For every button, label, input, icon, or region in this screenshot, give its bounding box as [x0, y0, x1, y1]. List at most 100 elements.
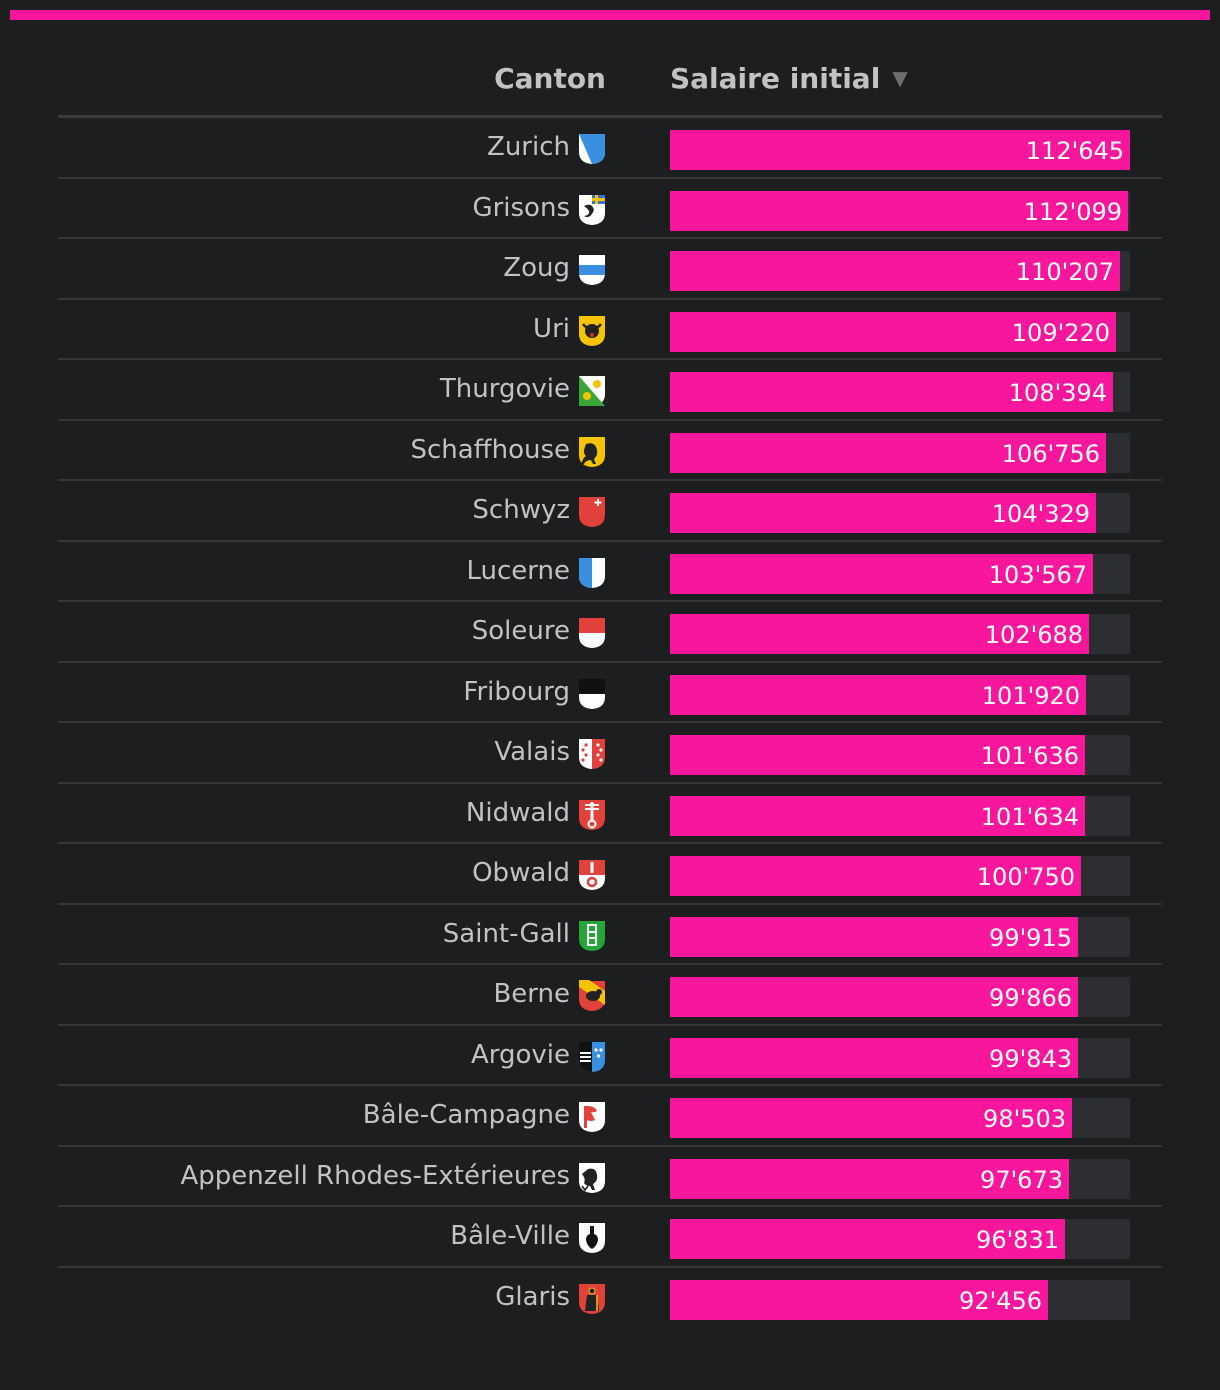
- bar-track: 99'915: [670, 916, 1130, 957]
- canton-name: Obwald: [472, 858, 570, 888]
- salary-value-label: 101'920: [981, 681, 1080, 710]
- table-row: Obwald 100'750: [58, 844, 1162, 905]
- canton-name: Appenzell Rhodes-Extérieures: [180, 1160, 570, 1191]
- table-row: Schaffhouse 106'756: [58, 421, 1162, 481]
- table-row: Nidwald 101'634: [58, 784, 1162, 844]
- uri-crest-icon: [579, 315, 605, 346]
- zoug-crest-icon: [579, 255, 605, 285]
- canton-name: Lucerne: [466, 555, 570, 586]
- canton-column-header[interactable]: Canton: [494, 62, 606, 95]
- salary-value-label: 101'636: [980, 742, 1079, 770]
- bar-track: 101'636: [670, 735, 1130, 775]
- salary-value-label: 112'099: [1023, 197, 1122, 226]
- salary-value-label: 100'750: [976, 863, 1075, 891]
- salary-bar: [670, 735, 1085, 775]
- salary-bar: [670, 311, 1116, 352]
- salary-column-header[interactable]: Salaire initial ▼: [670, 62, 908, 95]
- table-row: Bâle-Campagne 98'503: [58, 1086, 1162, 1147]
- salary-value-label: 106'756: [1001, 439, 1100, 468]
- table-row: Grisons 112'099: [58, 179, 1162, 239]
- salary-bar: [670, 130, 1130, 170]
- canton-name: Valais: [494, 737, 570, 767]
- salary-value-label: 108'394: [1008, 379, 1107, 407]
- bar-track: 106'756: [670, 432, 1130, 473]
- grisons-crest-icon: [579, 194, 605, 225]
- thurgovie-crest-icon: [579, 376, 605, 406]
- salary-bar: [670, 1098, 1072, 1138]
- argovie-crest-icon: [579, 1041, 605, 1072]
- salary-column-header-label: Salaire initial: [670, 62, 881, 95]
- salary-value-label: 110'207: [1015, 258, 1114, 286]
- salary-bar: [670, 674, 1086, 715]
- soleure-crest-icon: [579, 618, 605, 648]
- salary-value-label: 99'843: [989, 1044, 1072, 1073]
- canton-name: Bâle-Ville: [450, 1221, 570, 1251]
- canton-name: Nidwald: [465, 797, 570, 828]
- bar-track: 100'750: [670, 856, 1130, 896]
- table-row: Uri 109'220: [58, 300, 1162, 360]
- saint-gall-crest-icon: [579, 920, 605, 951]
- canton-name: Grisons: [472, 192, 570, 223]
- salary-bar: [670, 916, 1078, 957]
- canton-name: Glaris: [495, 1281, 570, 1312]
- canton-name: Bâle-Campagne: [362, 1100, 570, 1130]
- valais-crest-icon: [579, 739, 605, 769]
- accent-top-bar: [10, 10, 1210, 20]
- canton-name: Thurgovie: [439, 374, 570, 404]
- salary-value-label: 102'688: [984, 621, 1083, 649]
- salary-bar: [670, 977, 1078, 1017]
- salary-bar: [670, 1219, 1065, 1259]
- table-row: Berne 99'866: [58, 965, 1162, 1026]
- salary-value-label: 112'645: [1025, 137, 1124, 165]
- fribourg-crest-icon: [579, 678, 605, 709]
- lucerne-crest-icon: [579, 557, 605, 588]
- bar-track: 110'207: [670, 251, 1130, 291]
- triangle-down-icon[interactable]: ▼: [892, 66, 908, 90]
- table-row: Valais 101'636: [58, 723, 1162, 784]
- bale-ville-crest-icon: [579, 1223, 605, 1253]
- schaffhouse-crest-icon: [579, 436, 605, 467]
- table-row: Soleure 102'688: [58, 602, 1162, 663]
- canton-name: Fribourg: [463, 676, 570, 707]
- table-row: Bâle-Ville 96'831: [58, 1207, 1162, 1268]
- bar-track: 99'866: [670, 977, 1130, 1017]
- salary-bar: [670, 190, 1128, 231]
- canton-name: Zurich: [487, 132, 570, 162]
- bar-track: 92'456: [670, 1279, 1130, 1320]
- schwyz-crest-icon: [579, 497, 605, 527]
- table-row: Lucerne 103'567: [58, 542, 1162, 602]
- table-row: Zurich 112'645: [58, 118, 1162, 179]
- salary-bar: [670, 432, 1106, 473]
- bar-track: 104'329: [670, 493, 1130, 533]
- table-row: Schwyz 104'329: [58, 481, 1162, 542]
- salary-bar: [670, 856, 1081, 896]
- salary-bar: [670, 1279, 1048, 1320]
- bar-track: 98'503: [670, 1098, 1130, 1138]
- salary-value-label: 103'567: [988, 560, 1087, 589]
- salary-value-label: 97'673: [980, 1165, 1063, 1194]
- salary-bar: [670, 251, 1120, 291]
- bar-track: 97'673: [670, 1158, 1130, 1199]
- table-row: Zoug 110'207: [58, 239, 1162, 300]
- zurich-crest-icon: [579, 134, 605, 164]
- canton-name: Saint-Gall: [442, 918, 570, 949]
- canton-name: Schwyz: [472, 495, 570, 525]
- table-row: Appenzell Rhodes-Extérieures 97'673: [58, 1147, 1162, 1207]
- salary-bar: [670, 1037, 1078, 1078]
- berne-crest-icon: [579, 980, 605, 1011]
- bar-track: 108'394: [670, 372, 1130, 412]
- bar-track: 102'688: [670, 614, 1130, 654]
- canton-name: Soleure: [471, 616, 570, 646]
- salary-value-label: 101'634: [980, 802, 1079, 831]
- salary-value-label: 99'866: [989, 984, 1072, 1012]
- bar-track: 101'634: [670, 795, 1130, 836]
- canton-name: Schaffhouse: [410, 434, 570, 465]
- salary-bar: [670, 493, 1096, 533]
- bar-track: 99'843: [670, 1037, 1130, 1078]
- bar-track: 109'220: [670, 311, 1130, 352]
- nidwald-crest-icon: [579, 799, 605, 830]
- bale-campagne-crest-icon: [579, 1102, 605, 1132]
- salary-value-label: 99'915: [989, 923, 1072, 952]
- bar-track: 96'831: [670, 1219, 1130, 1259]
- salary-bar: [670, 372, 1113, 412]
